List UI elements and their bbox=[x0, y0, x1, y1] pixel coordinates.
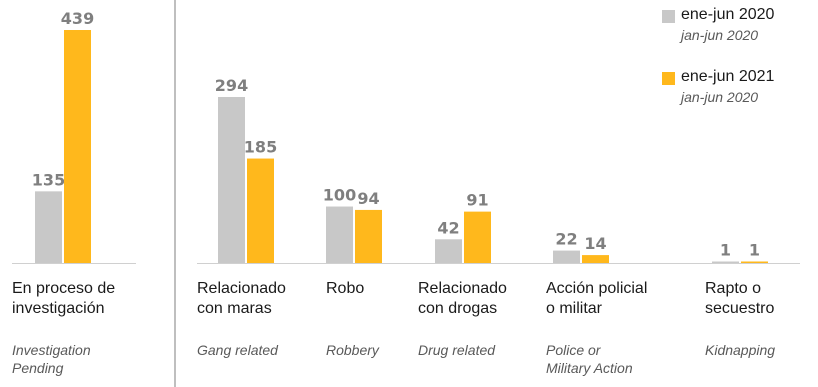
category-label-line: secuestro bbox=[705, 300, 775, 317]
bar-2021-cat2 bbox=[355, 209, 382, 263]
category-label-line: o militar bbox=[546, 300, 603, 317]
bar-2021-cat3 bbox=[464, 211, 491, 263]
bar-2020-cat1 bbox=[218, 97, 245, 263]
value-label-2020-cat0: 135 bbox=[32, 170, 65, 189]
category-label-0: En proceso de investigación bbox=[12, 279, 115, 319]
category-label-line: Acción policial bbox=[546, 280, 648, 297]
bar-2020-cat4 bbox=[553, 250, 580, 263]
category-label-3: Relacionado con drogas bbox=[418, 279, 507, 319]
category-label-4: Acción policial o militar bbox=[546, 279, 647, 319]
legend-label-2021: ene-jun 2021 bbox=[681, 68, 775, 85]
bar-2021-cat5 bbox=[741, 261, 768, 263]
legend-swatch-2020 bbox=[662, 10, 675, 23]
value-label-2020-cat1: 294 bbox=[215, 76, 248, 95]
value-label-2020-cat5: 1 bbox=[720, 241, 731, 260]
category-sublabel-line: Drug related bbox=[418, 342, 496, 358]
category-label-line: Relacionado bbox=[418, 280, 507, 297]
category-label-line: investigación bbox=[12, 300, 105, 317]
bar-2021-cat1 bbox=[247, 158, 274, 263]
category-label-line: Relacionado bbox=[197, 280, 286, 297]
category-label-5: Rapto o secuestro bbox=[705, 279, 774, 319]
category-sublabel-1: Gang related bbox=[197, 341, 278, 359]
bar-2021-cat4 bbox=[582, 255, 609, 263]
bar-2020-cat2 bbox=[326, 206, 353, 263]
category-sublabel-line: Military Action bbox=[546, 360, 633, 376]
legend-sublabel-2020: jan-jun 2020 bbox=[681, 27, 759, 43]
category-sublabel-3: Drug related bbox=[418, 341, 495, 359]
category-label-line: Robo bbox=[326, 280, 365, 297]
category-label-line: con drogas bbox=[418, 300, 498, 317]
category-sublabel-4: Police or Military Action bbox=[546, 341, 633, 377]
category-sublabel-0: Investigation Pending bbox=[12, 341, 91, 377]
category-sublabel-line: Investigation bbox=[12, 342, 91, 358]
category-label-2: Robo bbox=[326, 279, 364, 299]
legend-swatch-2021 bbox=[662, 72, 675, 85]
value-label-2021-cat0: 439 bbox=[61, 9, 94, 28]
category-sublabel-line: Police or bbox=[546, 342, 601, 358]
value-label-2020-cat2: 100 bbox=[323, 186, 356, 205]
category-sublabel-line: Pending bbox=[12, 360, 64, 376]
category-sublabel-line: Gang related bbox=[197, 342, 278, 358]
bar-2020-cat0 bbox=[35, 191, 62, 263]
category-label-line: Rapto o bbox=[705, 280, 762, 297]
value-label-2021-cat1: 185 bbox=[244, 138, 277, 157]
value-label-2021-cat2: 94 bbox=[357, 189, 379, 208]
category-sublabel-line: Kidnapping bbox=[705, 342, 776, 358]
bar-2020-cat3 bbox=[435, 239, 462, 263]
category-label-line: En proceso de bbox=[12, 280, 116, 297]
value-label-2021-cat3: 91 bbox=[466, 191, 488, 210]
category-label-1: Relacionado con maras bbox=[197, 279, 286, 319]
bar-2020-cat5 bbox=[712, 261, 739, 263]
category-sublabel-2: Robbery bbox=[326, 341, 379, 359]
category-sublabel-line: Robbery bbox=[326, 342, 379, 358]
value-label-2020-cat3: 42 bbox=[437, 218, 459, 237]
category-label-line: con maras bbox=[197, 300, 272, 317]
legend-label-2020: ene-jun 2020 bbox=[681, 6, 775, 23]
value-label-2021-cat4: 14 bbox=[584, 234, 606, 253]
value-label-2020-cat4: 22 bbox=[555, 230, 577, 249]
value-label-2021-cat5: 1 bbox=[749, 241, 760, 260]
bar-2021-cat0 bbox=[64, 30, 91, 263]
legend-sublabel-2021: jan-jun 2020 bbox=[681, 89, 759, 105]
category-sublabel-5: Kidnapping bbox=[705, 341, 775, 359]
